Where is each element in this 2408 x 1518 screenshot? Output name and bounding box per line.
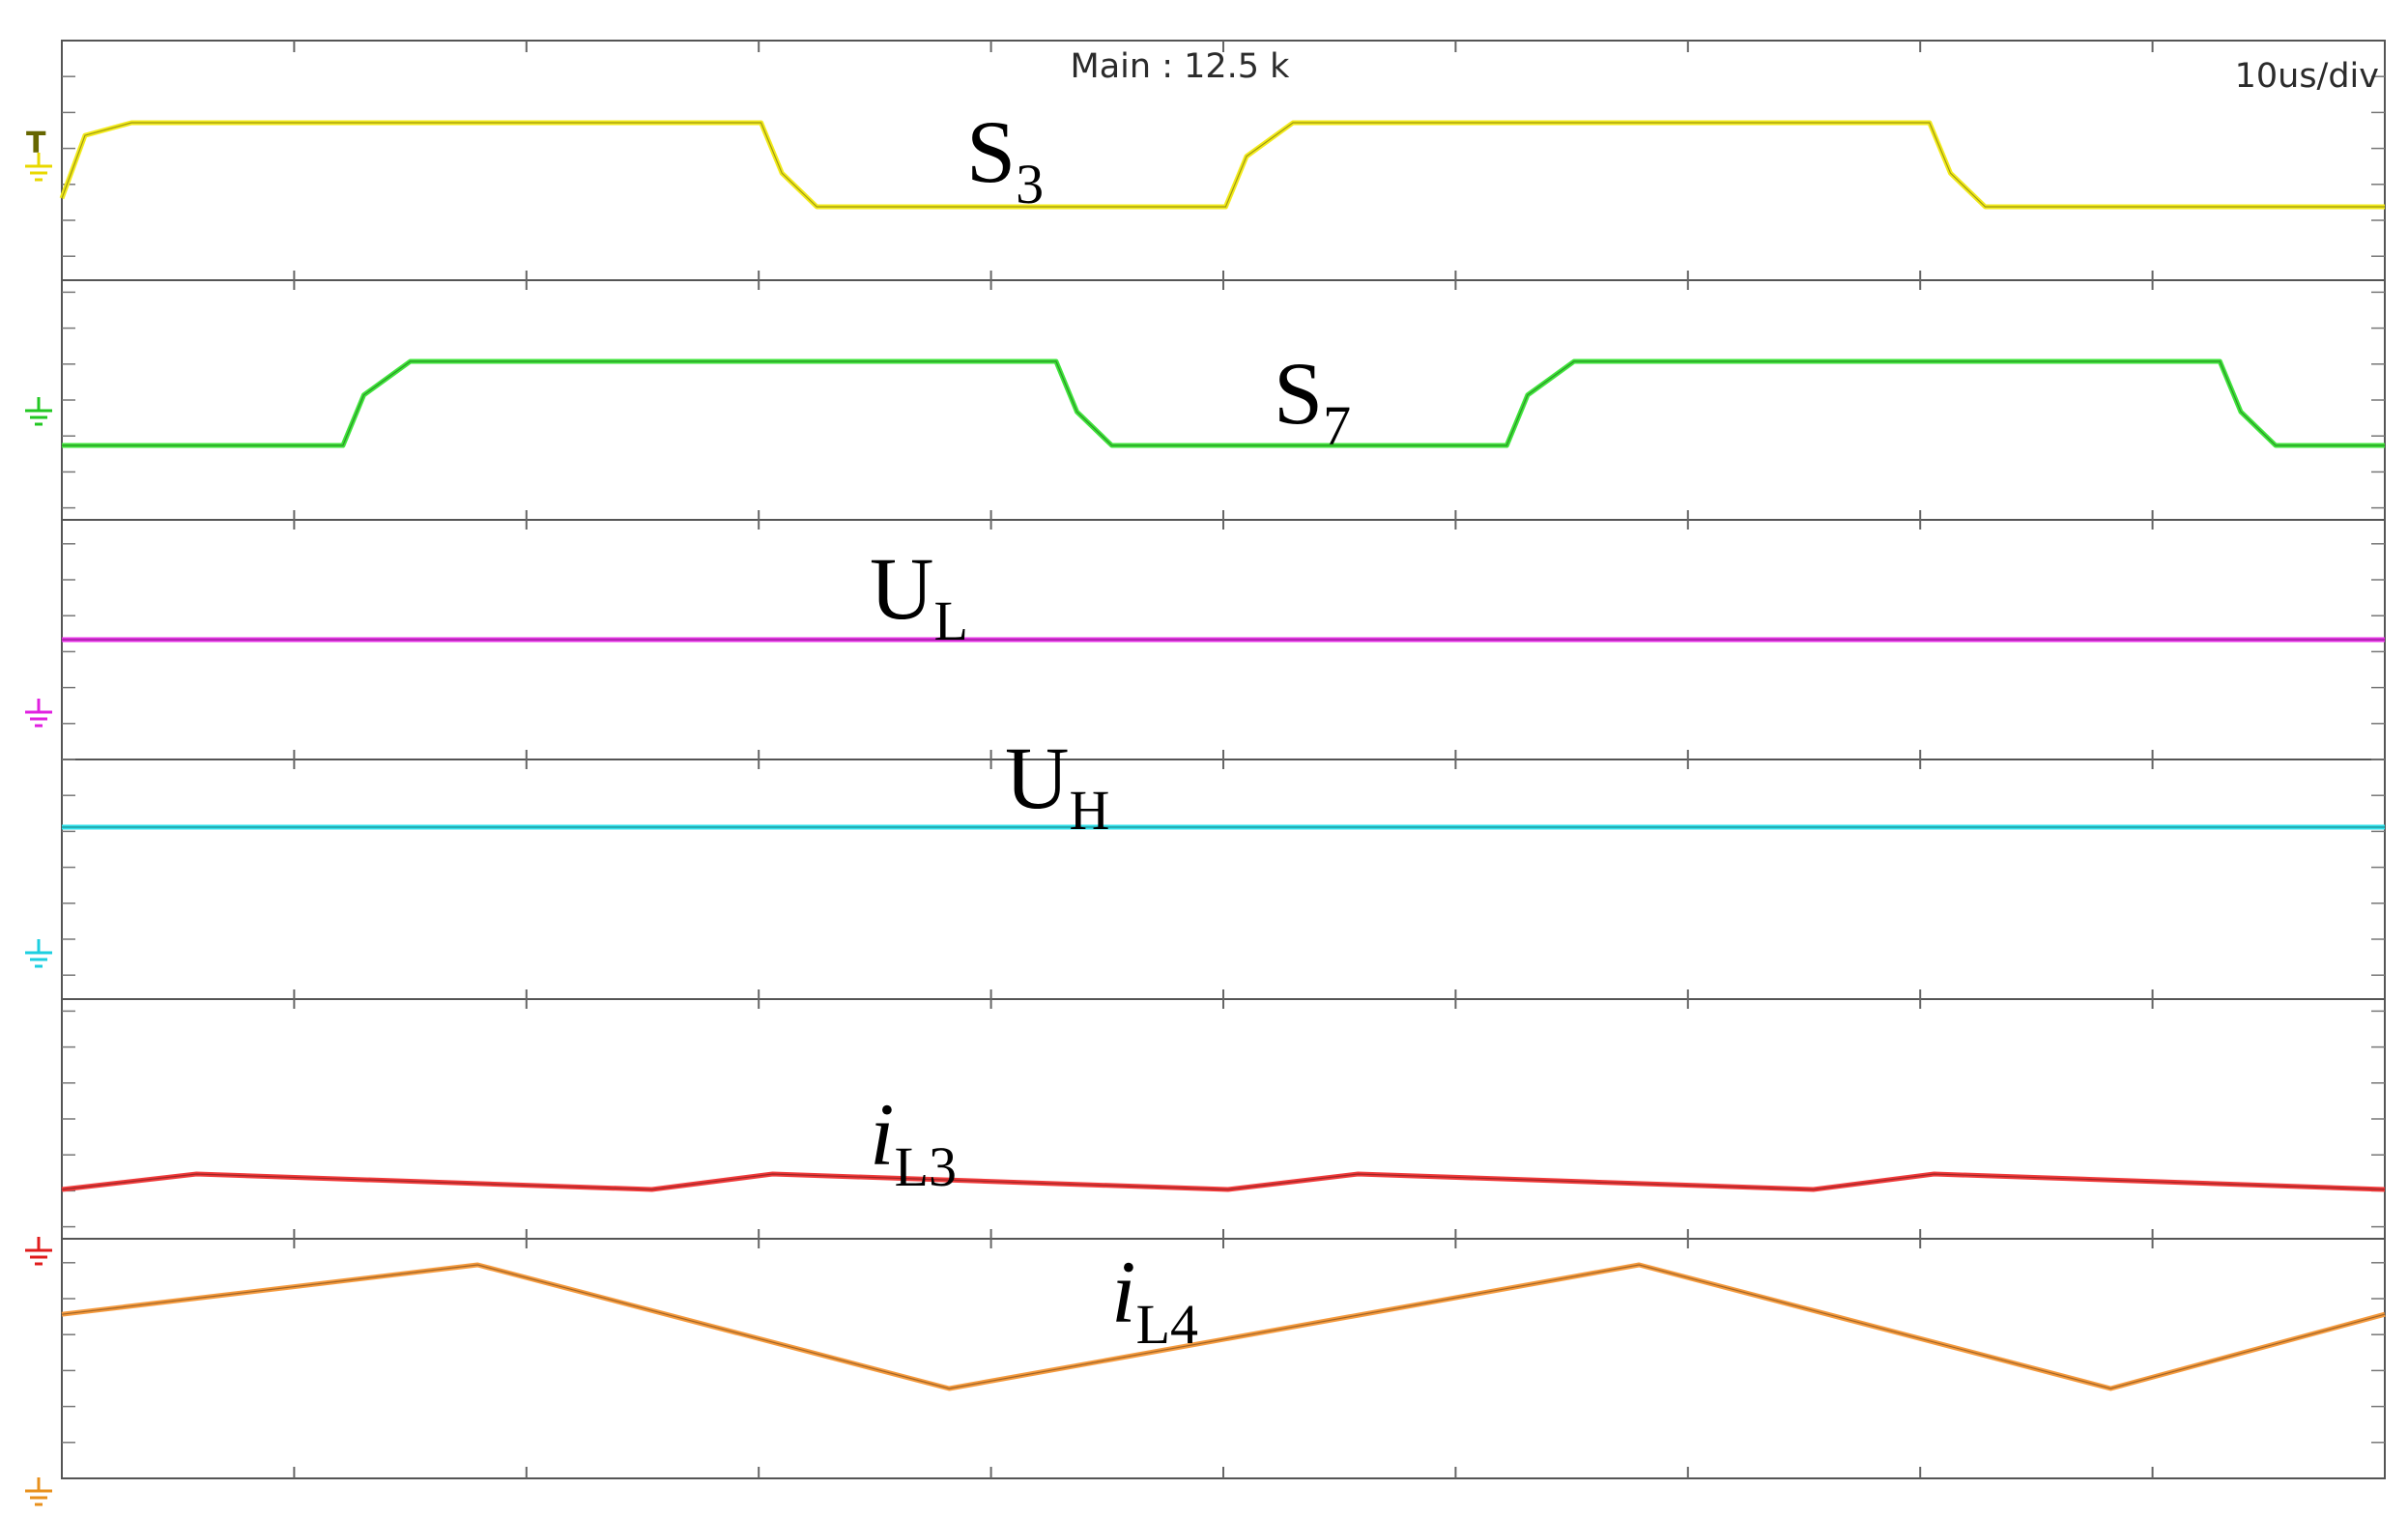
trace-s3 xyxy=(59,120,2385,210)
waveform-traces xyxy=(59,120,2386,1391)
label-uh-sub: H xyxy=(1069,779,1109,842)
trace-il4-core xyxy=(61,1264,2386,1389)
label-s3-sub: 3 xyxy=(1016,153,1044,215)
label-il4-main: i xyxy=(1111,1243,1136,1341)
graticule xyxy=(61,40,2386,1479)
ground-ul-icon xyxy=(25,699,52,728)
trigger-marker-icon: T xyxy=(26,127,46,160)
trace-il3-core xyxy=(61,1173,2386,1190)
main-zoom-readout: Main : 12.5 k xyxy=(1071,47,1291,86)
ground-uh-icon xyxy=(25,939,52,968)
label-ul: UL xyxy=(870,539,968,652)
trace-il4 xyxy=(61,1262,2386,1391)
label-il3-main: i xyxy=(870,1085,895,1184)
trace-s3-core xyxy=(61,122,2385,208)
label-ul-sub: L xyxy=(933,589,967,652)
label-il4-sub: L4 xyxy=(1136,1293,1198,1356)
label-uh-main: U xyxy=(1005,729,1069,827)
ground-s7-icon xyxy=(25,397,52,426)
ground-il4-icon xyxy=(25,1477,52,1506)
label-s7: S7 xyxy=(1274,344,1351,457)
trace-s7-core xyxy=(62,360,2385,446)
trace-il3 xyxy=(61,1171,2386,1192)
label-il4: iL4 xyxy=(1111,1243,1198,1356)
label-s7-main: S xyxy=(1274,344,1323,443)
label-ul-main: U xyxy=(870,539,933,638)
label-il3: iL3 xyxy=(870,1085,957,1198)
ground-il3-icon xyxy=(25,1237,52,1266)
trace-s7 xyxy=(62,358,2385,448)
label-s7-sub: 7 xyxy=(1323,394,1351,457)
label-uh: UH xyxy=(1005,729,1109,842)
label-il3-sub: L3 xyxy=(895,1135,957,1198)
ground-markers xyxy=(25,153,52,1506)
timebase-readout: 10us/div xyxy=(2235,57,2379,96)
label-s3-main: S xyxy=(966,102,1016,201)
label-s3: S3 xyxy=(966,102,1044,215)
ground-s3-icon xyxy=(25,153,52,182)
